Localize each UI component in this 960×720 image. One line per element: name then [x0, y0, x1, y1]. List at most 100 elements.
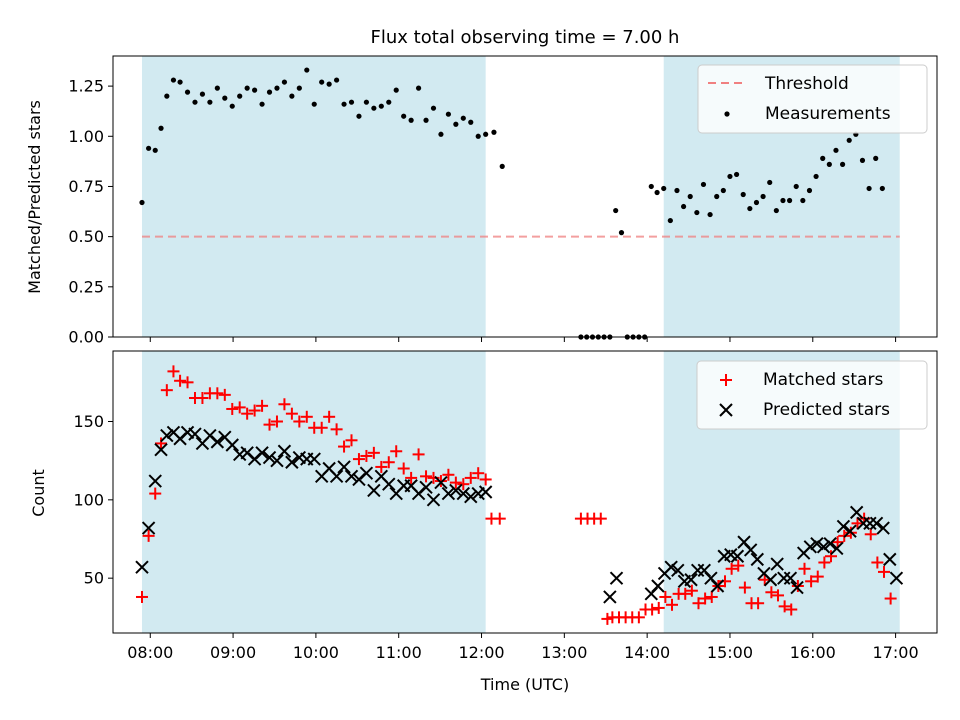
predicted-star-marker — [382, 477, 396, 491]
predicted-star-marker — [783, 571, 798, 585]
matched-star-marker — [241, 407, 254, 420]
matched-star-marker — [442, 468, 455, 481]
measurement-point — [378, 103, 384, 109]
measurement-point — [139, 199, 145, 206]
measurement-point — [430, 105, 437, 111]
matched-star-marker — [851, 517, 864, 530]
matched-star-marker — [375, 460, 388, 473]
measurement-point — [767, 179, 773, 186]
measurement-point — [866, 185, 872, 192]
predicted-star-marker — [823, 536, 837, 551]
matched-star-marker — [285, 407, 298, 420]
matched-star-marker — [824, 550, 837, 563]
predicted-star-marker — [188, 427, 202, 441]
predicted-star-marker — [434, 475, 448, 490]
measurement-point — [152, 147, 158, 153]
measurement-point — [214, 85, 220, 91]
legend-measurements-swatch — [724, 111, 730, 117]
measurement-point — [371, 105, 377, 111]
measurement-point — [618, 230, 625, 236]
x-tick-label: 12:00 — [458, 643, 504, 662]
measurement-point — [680, 203, 687, 210]
matched-star-marker — [248, 404, 261, 417]
matched-star-marker — [877, 565, 890, 578]
ratio-panel-frame — [112, 55, 938, 338]
measurement-point — [674, 187, 680, 194]
measurement-point — [146, 145, 152, 151]
predicted-star-marker — [367, 483, 381, 498]
chart-title: Flux total observing time = 7.00 h — [371, 27, 680, 48]
x-tick-label: 17:00 — [873, 643, 919, 662]
matched-star-marker — [725, 562, 738, 575]
x-tick-label: 13:00 — [541, 643, 587, 662]
matched-star-marker — [338, 440, 351, 453]
matched-star-marker — [412, 448, 425, 461]
predicted-star-marker — [763, 573, 778, 587]
ratio-y-tick-label: 0.00 — [68, 328, 104, 347]
predicted-star-marker — [609, 571, 624, 585]
matched-star-marker — [405, 471, 418, 484]
measurement-point — [760, 193, 766, 200]
matched-star-marker — [149, 487, 162, 500]
count-legend-box — [696, 360, 928, 430]
predicted-star-marker — [750, 552, 765, 567]
measurement-point — [356, 113, 362, 119]
measurement-point — [184, 89, 191, 95]
ratio-y-tick-label: 0.50 — [68, 227, 104, 246]
matched-star-marker — [420, 470, 433, 483]
measurement-point — [707, 211, 713, 218]
matched-star-marker — [871, 556, 884, 569]
measurement-point — [296, 85, 302, 91]
legend-matched-swatch — [720, 374, 732, 386]
matched-star-marker — [211, 387, 224, 400]
x-tick-label: 15:00 — [707, 643, 753, 662]
measurement-point — [753, 199, 760, 206]
measurement-point — [800, 197, 806, 204]
measurement-point — [714, 193, 720, 200]
matched-star-marker — [765, 586, 778, 599]
matched-star-marker — [397, 462, 410, 475]
predicted-star-marker — [277, 444, 292, 458]
matched-star-marker — [457, 478, 470, 491]
measurement-point — [445, 111, 451, 117]
matched-star-marker — [831, 536, 844, 549]
count-y-axis-label: Count — [29, 469, 48, 517]
measurement-point — [468, 119, 474, 125]
count-y-tick-label: 150 — [73, 412, 104, 431]
x-tick-label: 10:00 — [293, 643, 339, 662]
predicted-star-marker — [743, 543, 758, 557]
predicted-star-marker — [307, 452, 321, 466]
predicted-star-marker — [337, 460, 351, 474]
matched-star-marker — [270, 415, 283, 428]
legend-predicted-label: Predicted stars — [763, 400, 890, 420]
predicted-star-marker — [270, 453, 284, 468]
measurement-point — [259, 101, 265, 107]
predicted-star-marker — [849, 505, 864, 520]
matched-star-marker — [160, 384, 173, 397]
measurement-point — [873, 155, 879, 161]
predicted-star-marker — [603, 590, 617, 604]
predicted-star-marker — [449, 483, 463, 498]
measurement-point — [460, 115, 466, 121]
predicted-star-marker — [869, 516, 884, 531]
count-y-tick-label: 50 — [84, 569, 104, 588]
matched-star-marker — [278, 398, 291, 411]
matched-star-marker — [142, 529, 155, 542]
matched-star-marker — [685, 584, 698, 597]
matched-star-marker — [771, 589, 784, 602]
measurement-point — [170, 77, 177, 83]
measurement-point — [740, 191, 746, 198]
measurement-point — [694, 209, 700, 216]
legend-predicted-swatch — [719, 403, 733, 417]
measurement-point — [274, 85, 280, 91]
predicted-star-marker — [836, 519, 851, 534]
ratio-panel: 0.00 0.25 0.50 0.75 1.00 1.25 Matched/Predict… — [25, 55, 938, 347]
matched-star-marker — [594, 512, 607, 525]
predicted-star-marker — [816, 540, 831, 554]
matched-star-marker — [155, 437, 168, 450]
matched-star-marker — [256, 399, 269, 412]
measurement-point — [687, 193, 693, 200]
predicted-star-marker — [426, 493, 441, 507]
measurement-point — [304, 67, 310, 73]
measurement-point — [773, 207, 779, 214]
